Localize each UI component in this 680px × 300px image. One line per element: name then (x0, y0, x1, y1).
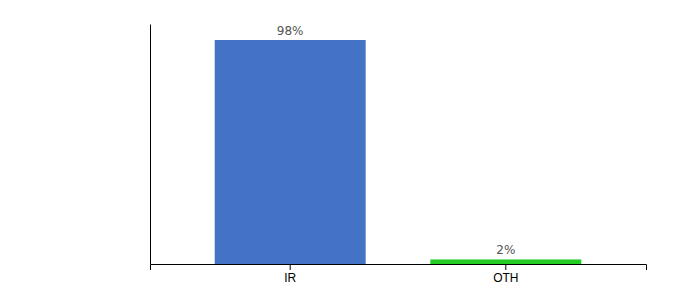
value-label: 98% (277, 24, 304, 38)
bars (215, 40, 582, 264)
bar (215, 40, 366, 264)
chart: IR OTH 98% 2% (0, 0, 680, 300)
value-labels: 98% 2% (277, 24, 516, 257)
x-tick: OTH (493, 264, 518, 285)
x-tick-mark (505, 264, 506, 270)
x-axis: IR OTH (151, 264, 647, 285)
plot: IR OTH 98% 2% (151, 24, 647, 285)
x-axis-line (151, 265, 647, 271)
x-tick-mark (290, 264, 291, 270)
value-label: 2% (496, 243, 515, 257)
x-tick-label: IR (284, 271, 296, 285)
bar (430, 259, 581, 264)
y-axis (150, 25, 151, 265)
x-tick: IR (284, 264, 296, 285)
x-tick-label: OTH (493, 271, 518, 285)
y-axis-line (150, 25, 151, 265)
